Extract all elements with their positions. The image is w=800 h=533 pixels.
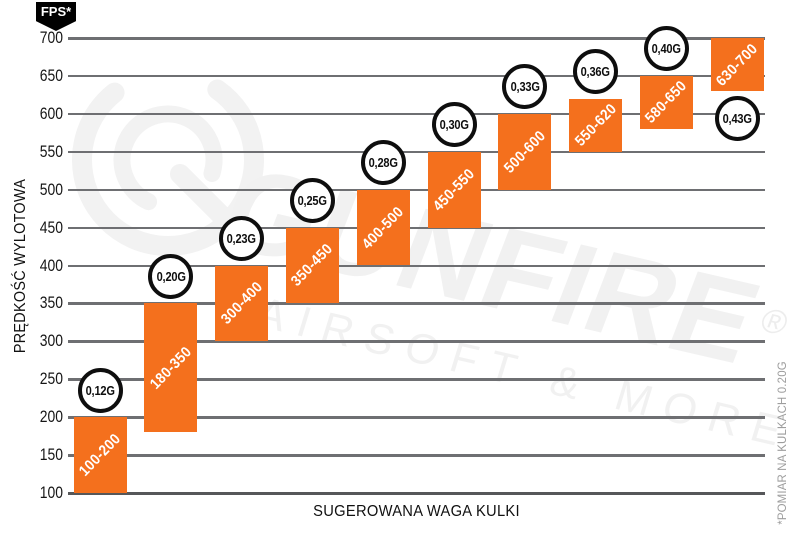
velocity-bar-450-550: 450-550	[427, 151, 481, 228]
bb-weight-label: 0,36G	[580, 64, 611, 80]
y-tick-label-600: 600	[39, 103, 63, 123]
gridline-100	[68, 492, 765, 495]
x-axis-title: SUGEROWANA WAGA KULKI	[313, 503, 520, 520]
y-tick-label-250: 250	[39, 369, 63, 389]
bb-weight-label: 0,25G	[297, 193, 328, 209]
bb-weight-badge-0,25G: 0,25G	[289, 178, 335, 224]
y-tick-label-150: 150	[39, 445, 63, 465]
velocity-bar-100-200: 100-200	[73, 417, 127, 493]
bb-weight-label: 0,43G	[722, 110, 752, 126]
gridline-600	[68, 112, 765, 116]
bar-range-label: 550-620	[571, 100, 620, 150]
gridline-450	[68, 226, 765, 230]
y-tick-label-450: 450	[39, 217, 63, 237]
y-tick-label-500: 500	[39, 179, 63, 199]
bb-weight-label: 0,23G	[226, 231, 257, 246]
y-tick-label-300: 300	[39, 331, 63, 351]
fps-unit-badge: FPS*	[36, 2, 76, 31]
bb-weight-label: 0,20G	[156, 268, 186, 284]
bar-range-label: 400-500	[358, 202, 408, 253]
gridline-700	[68, 37, 765, 40]
bb-weight-badge-0,43G: 0,43G	[714, 95, 760, 141]
velocity-bar-500-600: 500-600	[498, 113, 552, 190]
velocity-bar-350-450: 350-450	[285, 227, 339, 304]
velocity-bar-580-650: 580-650	[639, 75, 693, 129]
measurement-footnote: *POMIAR NA KULKACH 0.20G	[775, 361, 789, 525]
gridline-200	[68, 416, 765, 419]
bb-weight-label: 0,40G	[651, 41, 682, 57]
bar-range-label: 350-450	[288, 240, 337, 291]
gridline-150	[68, 454, 765, 457]
velocity-bar-400-500: 400-500	[356, 189, 410, 266]
y-tick-label-200: 200	[39, 407, 63, 427]
y-tick-label-550: 550	[39, 141, 63, 161]
gridline-300	[68, 340, 765, 343]
plot-area: 100-200 0,12G 180-350 0,20G 300-400 0,23G 350-…	[68, 26, 765, 495]
gridline-350	[68, 302, 765, 305]
velocity-bar-180-350: 180-350	[144, 303, 198, 433]
bb-weight-label: 0,28G	[368, 155, 398, 171]
y-tick-label-650: 650	[39, 65, 63, 85]
bar-range-label: 180-350	[146, 343, 195, 393]
velocity-bar-550-620: 550-620	[569, 98, 623, 152]
gridline-650	[68, 74, 765, 78]
bar-range-label: 300-400	[217, 278, 266, 329]
bar-range-label: 580-650	[642, 77, 691, 128]
y-tick-label-400: 400	[39, 255, 63, 275]
velocity-bar-630-700: 630-700	[710, 38, 764, 92]
bb-weight-label: 0,33G	[510, 79, 540, 95]
bb-weight-label: 0,12G	[85, 382, 115, 398]
velocity-bar-300-400: 300-400	[215, 265, 269, 342]
gridline-550	[68, 150, 765, 154]
gridline-400	[68, 264, 765, 267]
y-tick-label-700: 700	[39, 28, 63, 47]
bb-weight-badge-0,36G: 0,36G	[573, 49, 619, 95]
gridline-500	[68, 188, 765, 192]
bb-weight-badge-0,30G: 0,30G	[431, 102, 477, 148]
bb-weight-badge-0,23G: 0,23G	[219, 216, 265, 261]
bb-weight-badge-0,40G: 0,40G	[643, 26, 689, 72]
y-tick-label-100: 100	[39, 483, 63, 502]
bb-weight-badge-0,33G: 0,33G	[502, 64, 548, 110]
bb-weight-badge-0,28G: 0,28G	[360, 140, 406, 186]
bb-weight-label: 0,30G	[439, 117, 469, 133]
bar-range-label: 500-600	[500, 127, 549, 177]
bar-range-label: 630-700	[712, 39, 762, 90]
bar-range-label: 450-550	[429, 165, 479, 215]
bb-weight-badge-0,20G: 0,20G	[148, 253, 194, 299]
bb-weight-badge-0,12G: 0,12G	[77, 367, 123, 413]
y-tick-label-350: 350	[39, 293, 63, 313]
bar-range-label: 100-200	[75, 430, 125, 480]
gridline-250	[68, 378, 765, 381]
